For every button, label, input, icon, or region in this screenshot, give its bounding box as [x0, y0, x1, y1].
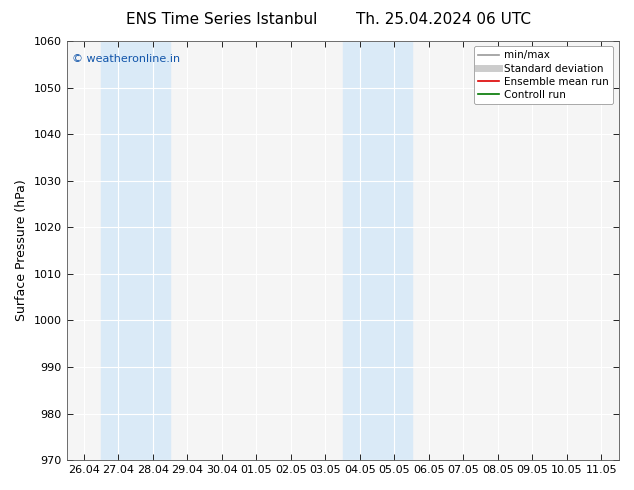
Bar [101, 41, 170, 460]
Text: © weatheronline.in: © weatheronline.in [72, 53, 180, 64]
Legend: min/max, Standard deviation, Ensemble mean run, Controll run: min/max, Standard deviation, Ensemble me… [474, 46, 613, 104]
Bar [342, 41, 411, 460]
Text: Th. 25.04.2024 06 UTC: Th. 25.04.2024 06 UTC [356, 12, 531, 27]
Y-axis label: Surface Pressure (hPa): Surface Pressure (hPa) [15, 180, 28, 321]
Text: ENS Time Series Istanbul: ENS Time Series Istanbul [126, 12, 318, 27]
